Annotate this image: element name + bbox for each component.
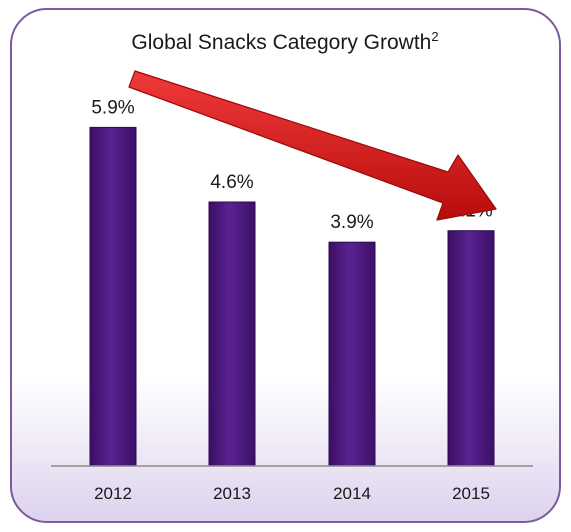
- x-tick-label-2013: 2013: [213, 484, 251, 503]
- data-label-2014: 3.9%: [330, 212, 373, 233]
- bar-2015: [447, 230, 495, 467]
- bars-layer: 5.9%4.6%3.9%4.1%: [89, 97, 495, 467]
- data-label-2012: 5.9%: [91, 97, 134, 118]
- x-tick-label-2015: 2015: [452, 484, 490, 503]
- bar-2012: [89, 126, 137, 467]
- chart-title-main: Global Snacks Category Growth: [131, 31, 431, 54]
- trend-arrow: [128, 70, 497, 221]
- x-tick-label-2012: 2012: [94, 484, 132, 503]
- x-axis-ticks: 2012 2013 2014 2015: [94, 484, 490, 503]
- chart-title: Global Snacks Category Growth2: [131, 29, 438, 54]
- chart-frame: [10, 8, 561, 523]
- chart-title-superscript: 2: [431, 29, 438, 44]
- data-label-2013: 4.6%: [210, 172, 253, 193]
- bar-2014: [328, 241, 376, 467]
- bar-2013: [208, 201, 256, 467]
- x-tick-label-2014: 2014: [333, 484, 371, 503]
